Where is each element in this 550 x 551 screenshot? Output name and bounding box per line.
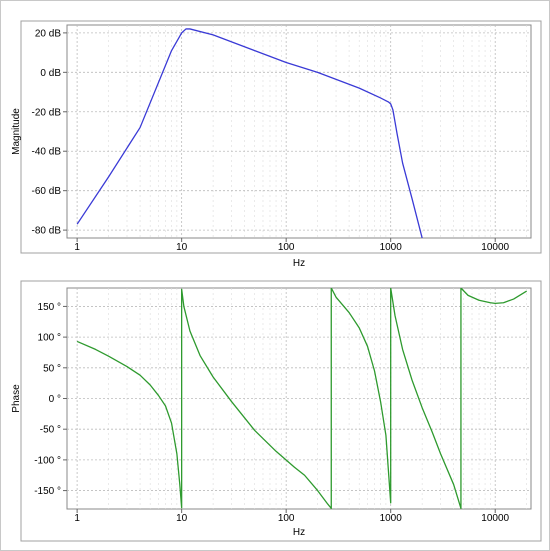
phase-y-tick-label: 100 °	[38, 333, 61, 344]
phase-x-tick-label: 100	[278, 513, 295, 524]
magnitude-x-tick-label: 10000	[481, 242, 509, 253]
magnitude-y-tick-label: 0 dB	[40, 68, 61, 79]
magnitude-y-tick-label: -20 dB	[32, 107, 62, 118]
phase-x-tick-label: 10000	[481, 513, 509, 524]
phase-x-tick-label: 10	[176, 513, 188, 524]
phase-y-tick-label: -50 °	[40, 425, 61, 436]
magnitude-y-tick-label: -40 dB	[32, 147, 62, 158]
magnitude-x-axis-label: Hz	[293, 258, 305, 269]
phase-x-tick-label: 1000	[380, 513, 403, 524]
magnitude-y-tick-label: -80 dB	[32, 226, 62, 237]
phase-y-tick-label: -150 °	[34, 486, 61, 497]
magnitude-x-tick-label: 1	[74, 242, 80, 253]
magnitude-plot: 1 10 100 1000 10000 20 dB 0 dB -20 dB -40 dB -60 …	[11, 20, 542, 269]
phase-y-tick-label: 0 °	[49, 394, 61, 405]
magnitude-plot-area	[66, 24, 532, 239]
phase-y-tick-label: 50 °	[43, 363, 61, 374]
magnitude-x-tick-label: 1000	[380, 242, 403, 253]
magnitude-series-line	[76, 28, 423, 238]
phase-plot: 1 10 100 1000 10000 150 ° 100 ° 50 ° 0 ° -50 ° -10…	[11, 280, 542, 542]
phase-y-axis-label: Phase	[11, 384, 22, 413]
magnitude-x-tick-label: 10	[176, 242, 188, 253]
phase-series-line	[76, 288, 528, 509]
magnitude-y-axis-label: Magnitude	[11, 108, 22, 155]
magnitude-x-tick-label: 100	[278, 242, 295, 253]
phase-x-axis-label: Hz	[293, 527, 305, 538]
phase-y-tick-label: -100 °	[34, 455, 61, 466]
phase-y-tick-label: 150 °	[38, 302, 61, 313]
magnitude-y-tick-label: -60 dB	[32, 186, 62, 197]
phase-x-tick-label: 1	[74, 513, 80, 524]
magnitude-y-tick-label: 20 dB	[35, 28, 61, 39]
